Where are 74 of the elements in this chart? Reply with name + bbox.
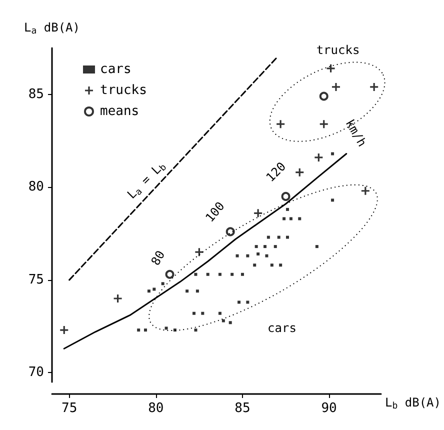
point [218,312,222,315]
point [320,120,328,128]
point [246,254,250,258]
point [246,300,250,304]
point [147,290,150,293]
y-tick-label: 80 [28,180,44,195]
point [186,290,189,293]
point [164,326,168,330]
point [144,328,148,332]
point [228,321,232,324]
point [277,236,280,239]
point [60,326,68,334]
x-tick-label: 90 [321,401,337,416]
point [253,264,256,267]
point [114,294,122,302]
point [192,312,196,315]
point [274,245,277,248]
point [161,282,164,286]
y-tick-label: 75 [28,272,44,288]
legend-label: cars [100,62,132,77]
point [266,236,270,239]
point [230,272,234,276]
x-tick-label: 85 [234,401,250,416]
point [361,186,370,195]
point [282,217,286,220]
point [206,272,210,276]
point [331,152,334,156]
point [194,272,198,276]
point [263,245,266,248]
point [315,245,318,248]
point [236,254,239,258]
y-tick-label: 70 [28,365,44,380]
point [254,209,262,218]
point [265,254,268,258]
point [332,82,340,91]
point [137,328,140,332]
point [298,217,302,220]
point [152,288,156,291]
point [218,272,222,276]
annotation: trucks [316,43,360,57]
point [256,252,260,256]
annotation: cars [268,321,296,335]
point [226,227,235,236]
annotation: 80 [148,248,168,268]
point [240,272,244,276]
point [286,208,289,211]
annotation: 100 [202,199,228,225]
point [296,168,304,176]
point [276,120,285,128]
point [201,312,204,315]
x-tick-label: 80 [148,401,164,416]
y-tick-label: 85 [28,86,44,102]
annotation: La = Lb [124,162,169,202]
x-tick-label: 75 [61,401,78,416]
point [222,319,225,322]
point [331,198,334,202]
point [286,236,289,239]
point [165,270,174,279]
point [319,92,328,101]
point [270,264,274,267]
line-series [63,153,348,350]
point [196,290,199,293]
point [370,82,378,91]
point [238,300,241,304]
legend-label: trucks [100,83,147,98]
point [194,328,198,332]
annotation: 120 [263,159,289,185]
point [254,245,258,248]
legend-label: means [100,104,140,119]
point [279,264,282,267]
point [326,64,335,72]
point [289,217,292,220]
point [281,192,290,201]
point [314,153,323,162]
